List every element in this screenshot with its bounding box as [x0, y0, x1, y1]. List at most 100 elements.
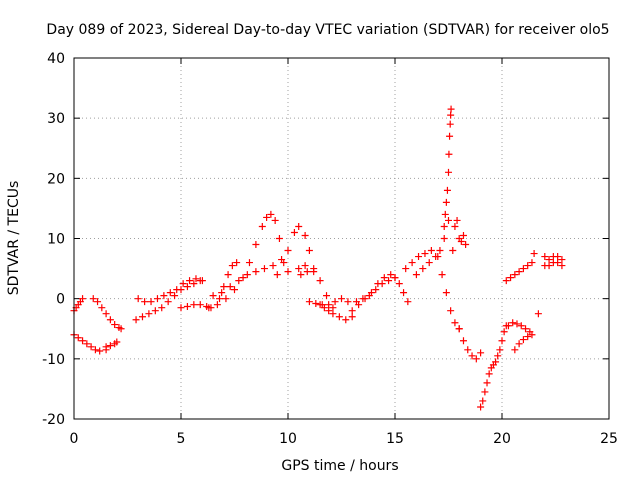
data-point: [179, 280, 187, 288]
data-point: [316, 301, 324, 309]
data-point: [284, 268, 292, 276]
data-point: [464, 346, 472, 354]
plot-frame: [73, 57, 610, 420]
data-point: [352, 298, 360, 306]
data-point: [183, 283, 191, 291]
data-point: [511, 346, 519, 354]
data-point: [213, 301, 221, 309]
data-point: [273, 271, 281, 279]
data-points: [70, 105, 566, 411]
data-point: [522, 325, 530, 333]
data-point: [391, 274, 399, 282]
data-point: [432, 253, 440, 261]
data-point: [453, 216, 461, 224]
data-point: [528, 259, 536, 267]
data-point: [425, 259, 433, 267]
data-point: [228, 262, 236, 270]
data-point: [171, 292, 179, 300]
data-point: [329, 304, 337, 312]
data-point: [455, 325, 463, 333]
data-point: [147, 298, 155, 306]
data-point: [554, 253, 562, 261]
data-point: [153, 295, 161, 303]
data-point: [102, 343, 110, 351]
data-point: [515, 268, 523, 276]
data-point: [141, 298, 149, 306]
data-point: [400, 289, 408, 297]
data-point: [196, 301, 204, 309]
data-point: [459, 231, 467, 239]
x-tick-label: 0: [70, 431, 79, 447]
x-axis-label: GPS time / hours: [281, 458, 398, 474]
data-point: [438, 271, 446, 279]
data-point: [440, 222, 448, 230]
data-point: [325, 301, 333, 309]
data-point: [494, 352, 502, 360]
data-point: [173, 286, 181, 294]
data-point: [151, 307, 159, 315]
data-point: [305, 298, 313, 306]
data-point: [440, 235, 448, 242]
data-point: [513, 320, 521, 328]
data-point: [528, 331, 536, 339]
data-point: [445, 150, 453, 158]
y-tick-label: 0: [56, 292, 65, 308]
data-point: [511, 271, 519, 279]
data-point: [190, 280, 198, 288]
data-point: [477, 349, 485, 357]
data-point: [325, 307, 333, 315]
data-point: [462, 241, 470, 249]
data-point: [190, 301, 198, 309]
data-point: [338, 295, 345, 303]
tick-labels: 0 5 10 15 20 25 -20 -10 0 10 20 30 40: [42, 51, 618, 447]
data-point: [500, 328, 508, 336]
data-point: [549, 259, 557, 267]
grid-lines: [74, 58, 609, 419]
data-point: [419, 265, 427, 273]
data-point: [459, 337, 467, 345]
data-point: [519, 336, 527, 344]
data-point: [239, 274, 247, 282]
data-point: [106, 342, 114, 350]
data-point: [290, 228, 298, 236]
data-point: [258, 222, 266, 230]
data-point: [79, 337, 87, 345]
data-point: [380, 274, 388, 282]
data-point: [295, 265, 303, 273]
data-point: [545, 256, 553, 264]
data-point: [483, 379, 491, 387]
y-tick-label: 40: [47, 51, 65, 67]
data-point: [316, 277, 324, 285]
data-point: [275, 235, 283, 242]
data-point: [498, 337, 506, 345]
data-point: [447, 105, 455, 113]
y-tick-label: 10: [47, 232, 65, 248]
data-point: [485, 370, 493, 378]
data-point: [412, 271, 420, 279]
x-tick-label: 5: [177, 431, 186, 447]
data-point: [342, 316, 350, 324]
data-point: [222, 295, 230, 303]
data-point: [365, 292, 373, 300]
y-axis-label: SDTVAR / TECUs: [6, 181, 22, 296]
data-point: [113, 338, 121, 346]
data-point: [558, 256, 566, 264]
data-point: [457, 238, 465, 246]
data-point: [348, 313, 356, 321]
data-point: [164, 298, 172, 306]
data-point: [312, 299, 320, 307]
data-point: [284, 247, 292, 255]
data-point: [83, 340, 91, 348]
data-point: [477, 403, 485, 411]
data-point: [138, 313, 146, 321]
data-point: [166, 289, 174, 297]
data-point: [245, 259, 253, 267]
data-point: [445, 216, 452, 224]
data-point: [541, 253, 549, 261]
data-point: [252, 241, 260, 249]
data-point: [517, 322, 525, 330]
y-tick-label: 20: [47, 171, 65, 187]
data-point: [479, 397, 487, 405]
data-point: [323, 292, 331, 300]
